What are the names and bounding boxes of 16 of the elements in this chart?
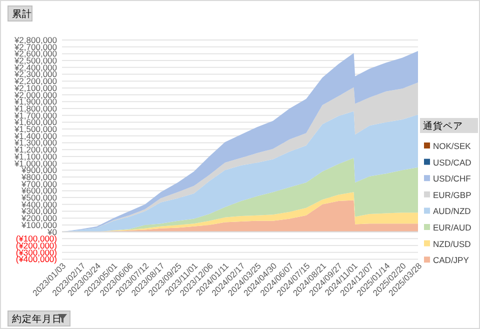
legend-label: USD/CAD bbox=[433, 157, 472, 168]
y-axis-title: 累計 bbox=[12, 8, 32, 20]
field-button: 約定年月日 bbox=[8, 310, 70, 326]
legend-label: EUR/GBP bbox=[433, 190, 472, 200]
y-tick-label: (¥400,000) bbox=[16, 254, 58, 264]
x-axis-title: 約定年月日 bbox=[12, 313, 62, 325]
legend-label: USD/CHF bbox=[433, 174, 471, 184]
legend-label: NZD/USD bbox=[433, 238, 471, 249]
legend-label: NOK/SEK bbox=[433, 140, 472, 151]
legend-label: AUD/NZD bbox=[433, 206, 471, 216]
legend-label: CAD/JPY bbox=[433, 255, 470, 266]
legend-title: 通貨ペア bbox=[423, 120, 463, 132]
legend-label: EUR/AUD bbox=[433, 222, 472, 232]
y-tick-label: ¥2,800,000 bbox=[13, 34, 58, 45]
field-button: 累計 bbox=[8, 6, 32, 22]
legend-title-button: 通貨ペア bbox=[420, 118, 478, 133]
